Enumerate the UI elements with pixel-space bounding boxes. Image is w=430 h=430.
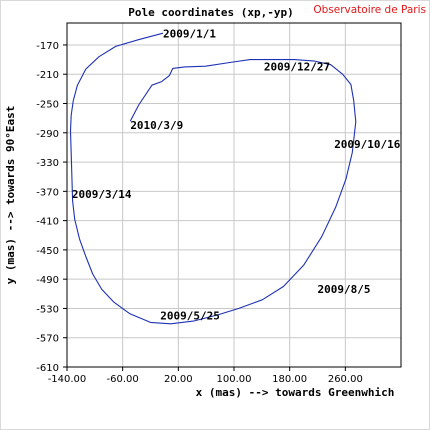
date-annotation: 2009/12/27	[264, 61, 330, 74]
credit-label: Observatoire de Paris	[313, 4, 426, 16]
x-tick-label: 20.00	[164, 374, 193, 385]
y-tick-label: -250	[36, 100, 59, 111]
x-axis-label: x (mas) --> towards Greenwhich	[196, 386, 395, 399]
y-tick-label: -370	[36, 187, 59, 198]
chart-title: Pole coordinates (xp,-yp)	[128, 6, 294, 19]
x-axis-ticks: -140.00 -60.00 20.00 100.00 180.00 260.00	[48, 367, 363, 385]
series-layer	[69, 32, 357, 325]
date-annotation: 2009/3/14	[72, 188, 132, 201]
y-tick-label: -570	[36, 334, 59, 345]
annotations: 2009/1/1 2009/12/27 2010/3/9 2009/10/16 2009…	[72, 28, 401, 323]
x-tick-label: 260.00	[328, 374, 363, 385]
x-tick-label: -140.00	[48, 374, 87, 385]
y-tick-label: -610	[36, 363, 59, 374]
y-tick-label: -490	[36, 275, 59, 286]
pole-path-line	[69, 32, 357, 325]
date-annotation: 2009/1/1	[163, 28, 216, 41]
date-annotation: 2009/10/16	[334, 138, 401, 151]
y-axis-label: y (mas) --> towards 90°East	[4, 106, 17, 285]
y-axis-ticks: -170 -210 -250 -290 -330 -370 -410 -450 -490 -530…	[36, 41, 67, 374]
x-tick-label: -60.00	[107, 374, 139, 385]
y-tick-label: -170	[36, 41, 59, 52]
x-tick-label: 180.00	[272, 374, 307, 385]
y-tick-label: -410	[36, 217, 59, 228]
date-annotation: 2009/8/5	[318, 283, 371, 296]
y-tick-label: -210	[36, 70, 59, 81]
y-tick-label: -450	[36, 246, 59, 257]
x-tick-label: 100.00	[217, 374, 252, 385]
y-tick-label: -330	[36, 158, 59, 169]
date-annotation: 2009/5/25	[160, 309, 220, 322]
date-annotation: 2010/3/9	[130, 119, 183, 132]
y-tick-label: -290	[36, 129, 59, 140]
y-tick-label: -530	[36, 304, 59, 315]
